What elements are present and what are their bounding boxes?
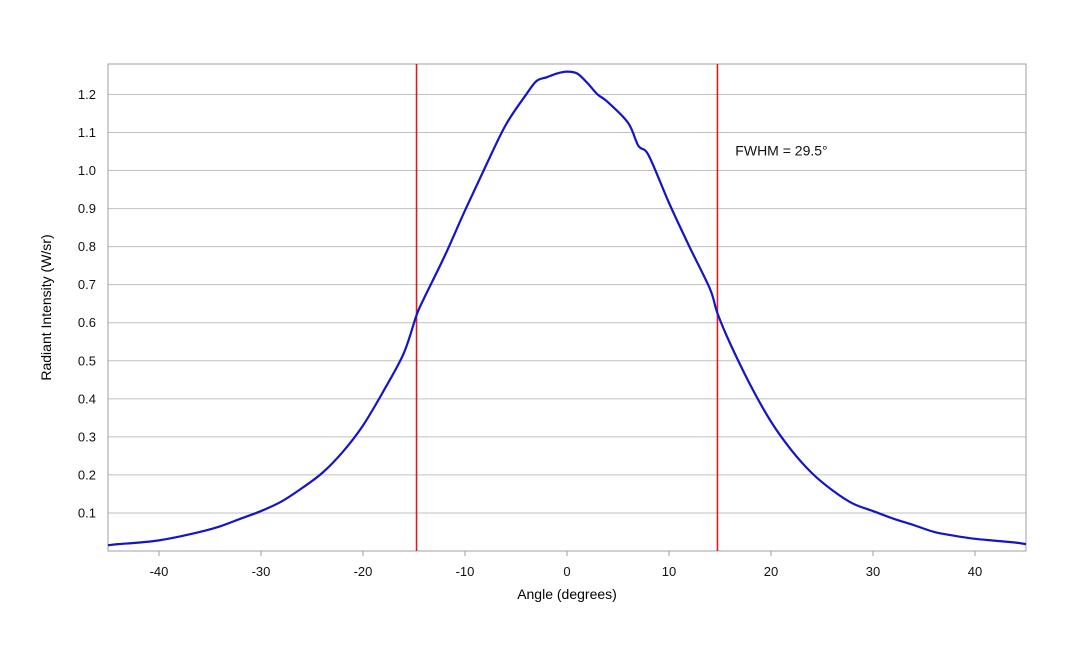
x-axis-ticks: -40 -30 -20 -10 0 10 20 30 40 [150, 551, 982, 579]
fwhm-annotation: FWHM = 29.5° [735, 142, 827, 158]
reference-lines [415, 64, 719, 551]
y-tick-label: 0.1 [78, 505, 96, 520]
x-tick-label: -40 [150, 564, 169, 579]
x-tick-label: -30 [252, 564, 271, 579]
grid-lines [108, 93, 1026, 514]
x-tick-label: -10 [456, 564, 475, 579]
series-line-radiant-intensity [107, 70, 1027, 547]
x-tick-label: -20 [354, 564, 373, 579]
x-tick-label: 30 [866, 564, 880, 579]
y-tick-label: 0.6 [78, 315, 96, 330]
x-tick-label: 20 [764, 564, 778, 579]
y-tick-label: 1.0 [78, 163, 96, 178]
y-tick-label: 0.4 [78, 391, 96, 406]
y-tick-label: 0.5 [78, 353, 96, 368]
y-tick-label: 1.2 [78, 87, 96, 102]
x-axis-title: Angle (degrees) [517, 586, 617, 602]
x-tick-label: 40 [968, 564, 982, 579]
y-tick-label: 0.3 [78, 429, 96, 444]
y-axis-title: Radiant Intensity (W/sr) [38, 234, 54, 380]
y-tick-label: 0.8 [78, 239, 96, 254]
y-tick-label: 0.2 [78, 467, 96, 482]
x-tick-label: 10 [662, 564, 676, 579]
plot-frame [107, 63, 1027, 552]
y-tick-label: 1.1 [78, 125, 96, 140]
y-tick-label: 0.7 [78, 277, 96, 292]
annotations: FWHM = 29.5° [735, 142, 827, 158]
y-tick-label: 0.9 [78, 201, 96, 216]
y-axis-ticks: 0.1 0.2 0.3 0.4 0.5 0.6 0.7 0.8 0.9 1.0 1.1 1.2 [78, 87, 96, 521]
x-tick-label: 0 [563, 564, 570, 579]
